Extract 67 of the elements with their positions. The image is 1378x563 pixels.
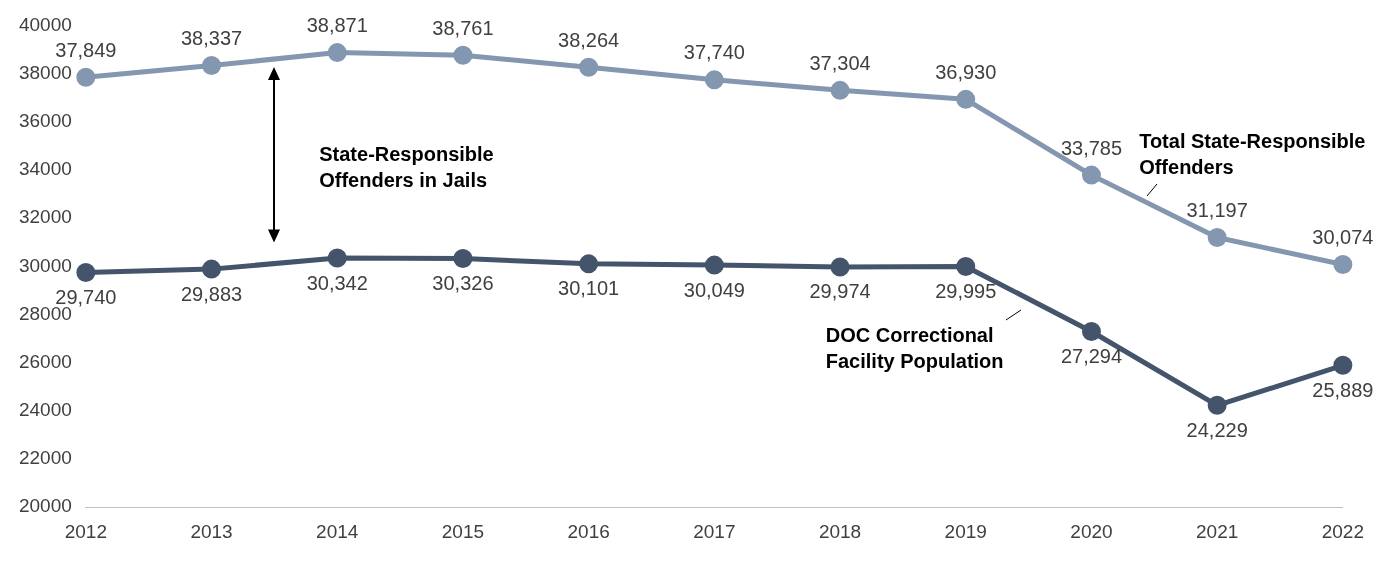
- point: [704, 255, 724, 275]
- point: [830, 80, 850, 100]
- data-label: 38,337: [180, 26, 243, 49]
- annotation: State-Responsible Offenders in Jails: [319, 142, 495, 193]
- data-label: 30,049: [683, 278, 745, 301]
- point: [327, 43, 347, 63]
- data-label: 38,761: [432, 16, 494, 39]
- point: [453, 248, 473, 268]
- data-label: 25,889: [1312, 378, 1374, 401]
- x-tick-label: 2017: [693, 520, 736, 542]
- y-tick-label: 34000: [18, 158, 72, 180]
- data-label: 37,849: [55, 38, 117, 61]
- y-tick-label: 38000: [18, 61, 72, 83]
- y-tick-label: 26000: [18, 350, 72, 372]
- data-label: 30,101: [558, 277, 620, 300]
- data-label: 30,342: [306, 271, 368, 294]
- data-label: 29,974: [809, 280, 871, 303]
- point: [1081, 321, 1101, 341]
- series-label: DOC Correctional Facility Population: [825, 323, 1005, 374]
- point: [956, 256, 976, 276]
- data-label: 27,294: [1060, 345, 1123, 367]
- x-tick-label: 2013: [190, 520, 233, 542]
- point: [1081, 165, 1101, 185]
- point: [76, 67, 96, 87]
- x-tick-label: 2021: [1196, 520, 1239, 542]
- x-tick-label: 2015: [441, 520, 485, 542]
- point: [830, 257, 850, 277]
- data-label: 29,883: [180, 282, 243, 305]
- point: [1333, 355, 1353, 375]
- data-label: 37,740: [683, 41, 745, 64]
- data-label: 38,871: [306, 14, 368, 37]
- point: [579, 254, 599, 274]
- point: [202, 55, 222, 75]
- y-tick-label: 30000: [18, 254, 72, 276]
- point: [956, 89, 976, 109]
- point: [579, 57, 599, 77]
- point: [1207, 227, 1227, 247]
- x-tick-label: 2022: [1321, 520, 1365, 542]
- point: [453, 45, 473, 65]
- x-tick-label: 2012: [64, 520, 107, 542]
- data-label: 37,304: [809, 51, 871, 74]
- y-tick-label: 32000: [18, 206, 72, 228]
- data-label: 31,197: [1186, 198, 1248, 221]
- point: [1333, 255, 1353, 275]
- data-label: 30,326: [432, 271, 494, 294]
- data-label: 30,074: [1312, 226, 1374, 249]
- y-tick-label: 20000: [18, 495, 72, 517]
- point: [76, 263, 96, 283]
- y-tick-label: 24000: [18, 399, 72, 421]
- data-label: 36,930: [935, 60, 997, 83]
- data-label: 29,995: [935, 279, 997, 302]
- x-tick-label: 2016: [567, 520, 610, 542]
- y-tick-label: 36000: [18, 109, 72, 131]
- y-tick-label: 40000: [18, 13, 72, 35]
- point: [704, 70, 724, 90]
- point: [327, 248, 347, 268]
- data-label: 24,229: [1186, 418, 1248, 441]
- point: [1207, 395, 1227, 415]
- point: [202, 259, 222, 279]
- data-label: 38,264: [558, 28, 620, 51]
- series-label: Total State-Responsible Offenders: [1139, 129, 1367, 180]
- x-tick-label: 2014: [316, 520, 359, 542]
- x-tick-label: 2020: [1070, 520, 1113, 542]
- data-label: 33,785: [1060, 136, 1123, 159]
- x-tick-label: 2019: [944, 520, 987, 542]
- x-tick-label: 2018: [818, 520, 862, 542]
- y-tick-label: 22000: [18, 447, 72, 469]
